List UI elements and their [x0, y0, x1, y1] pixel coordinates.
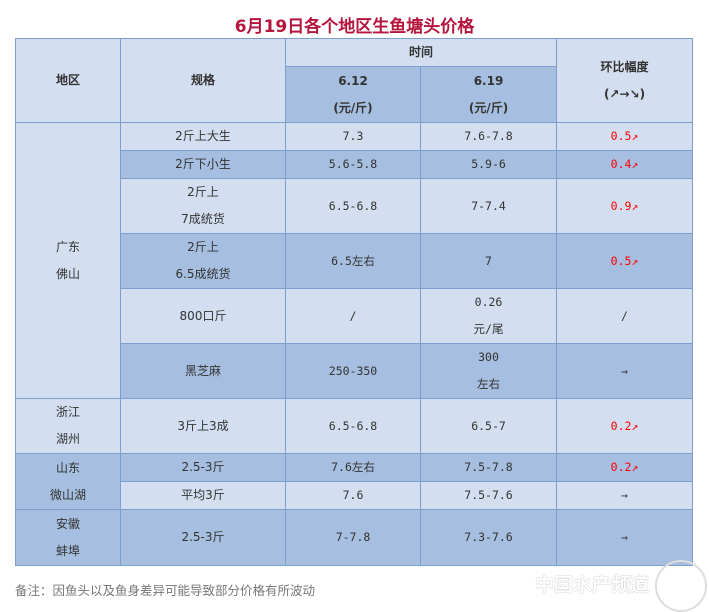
price-619-cell: 5.9-6 — [419, 150, 558, 179]
footnote: 备注：因鱼头以及鱼身差异可能导致部分价格有所波动 — [15, 583, 316, 598]
header-date-2: 6.19 (元/斤) — [419, 66, 558, 123]
price-612-cell: 7.6 — [285, 481, 421, 510]
price-619-cell: 0.26 元/尾 — [419, 288, 558, 344]
price-612-cell: 7.3 — [285, 122, 421, 151]
table-row: 800口斤 / 0.26 元/尾 / — [15, 288, 694, 344]
change-cell: 0.2↗ — [556, 398, 694, 454]
spec-cell: 黑芝麻 — [120, 343, 286, 399]
spec-cell: 3斤上3成 — [120, 398, 286, 454]
table-row: 2斤上 6.5成统货 6.5左右 7 0.5↗ — [15, 233, 694, 289]
region-cell: 浙江 湖州 — [15, 398, 121, 454]
change-cell: 0.9↗ — [556, 178, 694, 234]
header-time: 时间 — [284, 38, 558, 67]
table-row: 山东 微山湖 2.5-3斤 7.6左右 7.5-7.8 0.2↗ — [15, 453, 694, 510]
change-cell: → — [556, 481, 694, 510]
region-cell: 安徽 蚌埠 — [15, 509, 121, 566]
header-region: 地区 — [15, 38, 121, 123]
change-cell: 0.5↗ — [556, 233, 694, 289]
price-619-cell: 7 — [419, 233, 558, 289]
spec-cell: 2斤上 7成统货 — [120, 178, 286, 234]
change-cell: → — [556, 509, 694, 566]
header-change: 环比幅度 (↗→↘) — [556, 38, 694, 123]
region-cell: 山东 微山湖 — [15, 453, 121, 510]
table-row: 平均3斤 7.6 7.5-7.6 → — [15, 481, 694, 510]
price-612-cell: 6.5-6.8 — [285, 398, 421, 454]
spec-cell: 2.5-3斤 — [120, 509, 286, 566]
page-title: 6月19日各个地区生鱼塘头价格 — [234, 17, 475, 37]
change-cell: 0.5↗ — [556, 122, 694, 151]
header-spec: 规格 — [120, 38, 286, 123]
price-619-cell: 300 左右 — [419, 343, 558, 399]
spec-cell: 平均3斤 — [120, 481, 286, 510]
spec-cell: 2斤上 6.5成统货 — [120, 233, 286, 289]
table-row: 广东 佛山 2斤上大生 7.3 7.6-7.8 0.5↗ — [15, 122, 694, 399]
change-cell: / — [556, 288, 694, 344]
table-row: 2斤上 7成统货 6.5-6.8 7-7.4 0.9↗ — [15, 178, 694, 234]
spec-cell: 800口斤 — [120, 288, 286, 344]
spec-cell: 2斤下小生 — [120, 150, 286, 179]
watermark-logo: 中国水产频道 — [535, 574, 650, 596]
region-cell: 广东 佛山 — [15, 122, 121, 399]
price-612-cell: 6.5-6.8 — [285, 178, 421, 234]
price-612-cell: 250-350 — [285, 343, 421, 399]
change-cell: 0.2↗ — [556, 453, 694, 482]
price-612-cell: 7.6左右 — [285, 453, 421, 482]
price-612-cell: 5.6-5.8 — [285, 150, 421, 179]
price-612-cell: / — [285, 288, 421, 344]
globe-logo-icon — [655, 560, 707, 612]
spec-cell: 2斤上大生 — [120, 122, 286, 151]
price-619-cell: 6.5-7 — [419, 398, 558, 454]
price-612-cell: 7-7.8 — [285, 509, 421, 566]
table-row: 2斤下小生 5.6-5.8 5.9-6 0.4↗ — [15, 150, 694, 179]
price-619-cell: 7-7.4 — [419, 178, 558, 234]
price-612-cell: 6.5左右 — [285, 233, 421, 289]
price-619-cell: 7.6-7.8 — [419, 122, 558, 151]
price-table: 地区 规格 时间 环比幅度 (↗→↘) 6.12 (元/斤) 6.19 (元/斤… — [15, 38, 694, 566]
price-619-cell: 7.5-7.8 — [419, 453, 558, 482]
change-cell: 0.4↗ — [556, 150, 694, 179]
header-date-1: 6.12 (元/斤) — [285, 66, 421, 123]
spec-cell: 2.5-3斤 — [120, 453, 286, 482]
price-619-cell: 7.3-7.6 — [419, 509, 558, 566]
change-cell: → — [556, 343, 694, 399]
table-row: 安徽 蚌埠 2.5-3斤 7-7.8 7.3-7.6 → — [15, 509, 694, 566]
price-619-cell: 7.5-7.6 — [419, 481, 558, 510]
table-row: 浙江 湖州 3斤上3成 6.5-6.8 6.5-7 0.2↗ — [15, 398, 694, 454]
